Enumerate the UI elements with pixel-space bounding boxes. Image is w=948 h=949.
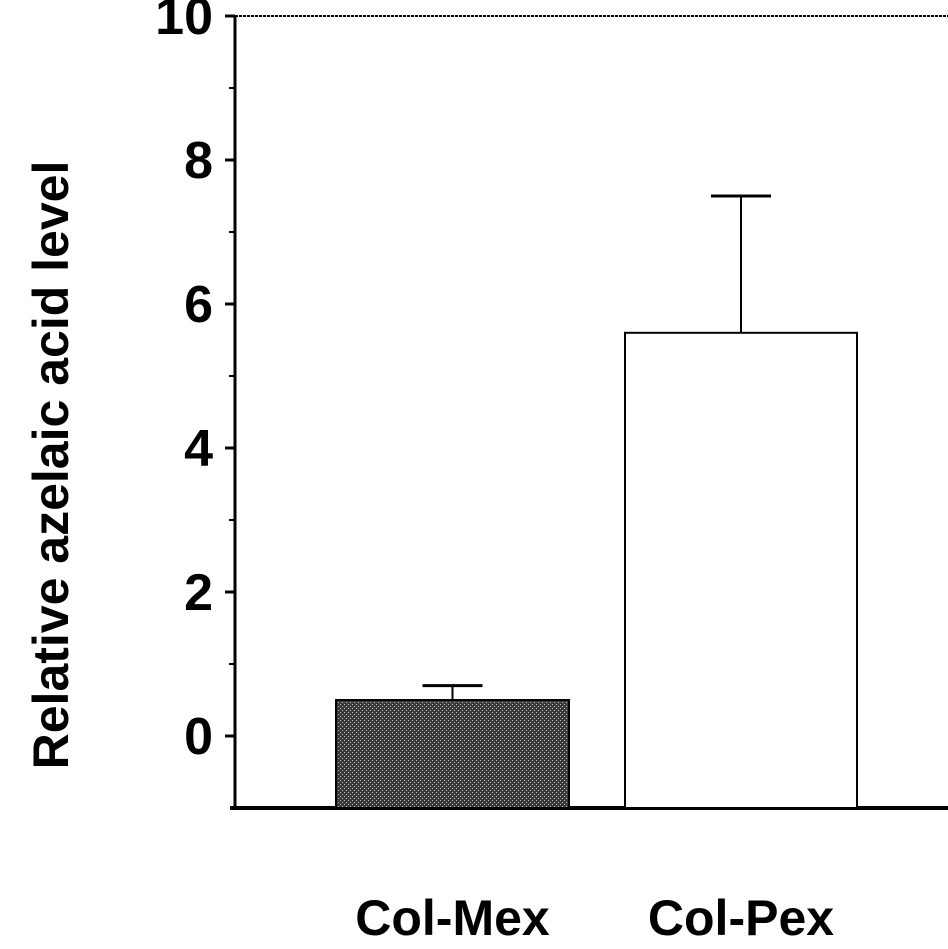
x-category-label: Col-Mex <box>355 890 550 946</box>
y-tick-label: 10 <box>155 0 213 46</box>
bar-col-mex <box>335 699 570 809</box>
bars <box>335 331 858 809</box>
y-tick-label: 8 <box>184 132 213 190</box>
y-tick-label: 4 <box>184 420 213 478</box>
bar-col-pex <box>624 331 858 809</box>
category-labels: Col-Mex Col-Pex <box>355 890 834 946</box>
y-tick-label: 6 <box>184 276 213 334</box>
y-axis-ticks: 0 2 4 6 8 10 <box>155 0 235 766</box>
y-tick-label: 0 <box>184 708 213 766</box>
x-category-label: Col-Pex <box>648 890 834 946</box>
y-axis-title: Relative azelaic acid level <box>23 161 79 770</box>
error-bars <box>422 194 771 700</box>
y-tick-label: 2 <box>184 564 213 622</box>
